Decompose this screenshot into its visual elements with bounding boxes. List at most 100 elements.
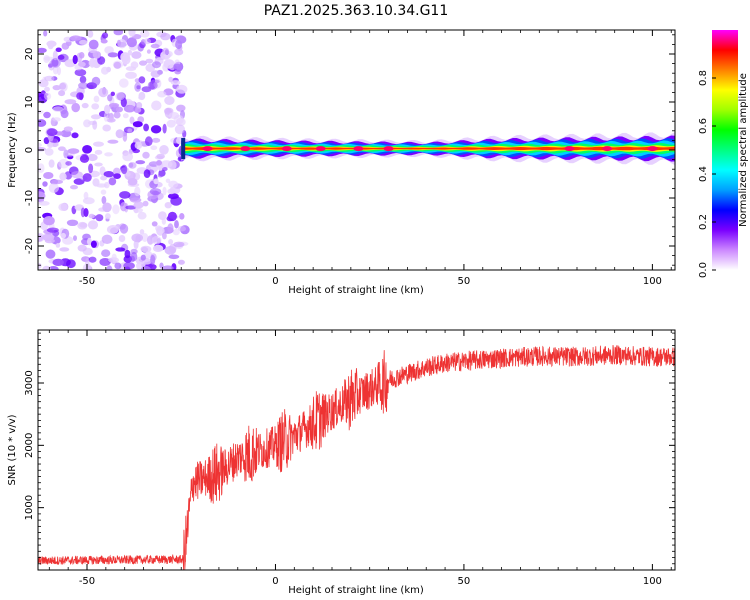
- noise-blob: [55, 47, 62, 53]
- noise-blob: [112, 204, 120, 215]
- noise-blob: [88, 213, 95, 219]
- noise-blob: [174, 48, 184, 56]
- noise-blob: [92, 51, 102, 59]
- noise-blob: [127, 105, 134, 110]
- noise-blob: [101, 196, 107, 205]
- noise-blob: [98, 87, 109, 98]
- noise-blob: [156, 160, 162, 166]
- snr-panel: -50 0 50 100 1000 2000 3000 Height of straight…: [7, 329, 676, 596]
- noise-blob: [168, 76, 174, 83]
- noise-blob: [166, 119, 176, 128]
- noise-blob: [38, 142, 42, 148]
- noise-blob: [102, 202, 112, 213]
- colorbar-tick-label: 0.8: [698, 70, 709, 86]
- noise-blob: [67, 148, 80, 154]
- noise-blob: [113, 61, 122, 69]
- noise-blob: [152, 61, 161, 69]
- noise-blob: [48, 159, 55, 168]
- noise-blob: [113, 30, 124, 36]
- noise-blob: [105, 213, 111, 220]
- noise-blob: [91, 76, 101, 86]
- band-hotspot: [202, 146, 213, 152]
- noise-blob: [122, 132, 128, 142]
- noise-blob: [162, 123, 167, 134]
- noise-blob: [92, 178, 100, 187]
- noise-blob: [115, 92, 125, 101]
- noise-blob: [134, 141, 143, 149]
- noise-blob: [58, 90, 66, 97]
- noise-blob: [44, 86, 50, 92]
- noise-blob: [122, 152, 134, 162]
- x-tick-label: 50: [458, 276, 471, 287]
- band-hotspot: [240, 146, 251, 152]
- noise-blob: [150, 79, 160, 84]
- noise-blob: [160, 32, 171, 41]
- noise-blob: [125, 71, 137, 79]
- noise-blob: [150, 70, 161, 78]
- noise-blob: [119, 223, 129, 234]
- noise-blob: [159, 145, 169, 155]
- noise-blob: [151, 235, 162, 245]
- noise-blob: [58, 203, 68, 212]
- noise-blob: [72, 54, 78, 65]
- noise-blob: [92, 120, 98, 130]
- noise-blob: [50, 57, 61, 68]
- x-tick-label: -50: [79, 276, 95, 287]
- noise-blob: [139, 229, 145, 235]
- noise-blob: [111, 253, 117, 262]
- noise-blob: [131, 51, 142, 59]
- noise-blob: [162, 167, 168, 172]
- noise-blob: [59, 172, 67, 181]
- noise-blob: [48, 266, 59, 270]
- noise-blob: [137, 116, 145, 123]
- band-hotspot: [383, 146, 394, 152]
- noise-blob: [141, 233, 149, 242]
- noise-blob: [143, 123, 150, 132]
- noise-blob: [143, 38, 152, 45]
- noise-blob: [52, 85, 61, 91]
- noise-blob: [91, 103, 100, 110]
- noise-blob: [132, 121, 143, 128]
- colorbar-ticks: 0.0 0.2 0.4 0.6 0.8: [698, 70, 716, 278]
- noise-blob: [176, 84, 188, 94]
- colorbar-tick-label: 0.6: [698, 118, 709, 134]
- noise-blob: [140, 30, 150, 38]
- noise-blob: [138, 91, 146, 101]
- noise-blob: [140, 254, 146, 261]
- noise-blob: [59, 247, 70, 252]
- noise-blob: [52, 258, 64, 266]
- noise-blob: [43, 172, 54, 179]
- noise-blob: [82, 173, 92, 182]
- noise-blob: [128, 162, 137, 169]
- noise-blob: [175, 117, 186, 127]
- noise-blob: [87, 237, 92, 246]
- spectrogram-noise: [38, 30, 190, 270]
- noise-blob: [106, 118, 116, 123]
- colorbar-gradient: [712, 30, 738, 270]
- band-hotspot: [647, 146, 658, 152]
- noise-blob: [59, 82, 67, 90]
- noise-blob: [115, 106, 123, 113]
- noise-blob: [43, 92, 52, 100]
- noise-blob: [79, 75, 87, 84]
- band-hotspot: [602, 146, 613, 152]
- noise-blob: [178, 225, 186, 232]
- noise-blob: [170, 80, 181, 86]
- noise-blob: [115, 247, 126, 252]
- colorbar: 0.0 0.2 0.4 0.6 0.8 Normalized spectral ampl…: [698, 30, 749, 278]
- noise-blob: [110, 91, 116, 97]
- noise-blob: [88, 163, 94, 174]
- noise-blob: [70, 185, 78, 190]
- noise-blob: [81, 102, 89, 109]
- noise-blob: [168, 180, 179, 189]
- noise-blob: [168, 254, 180, 260]
- noise-blob: [107, 139, 119, 144]
- noise-blob: [101, 32, 109, 39]
- noise-blob: [121, 54, 131, 65]
- noise-blob: [46, 227, 59, 233]
- noise-blob: [150, 43, 160, 49]
- noise-blob: [103, 112, 109, 122]
- noise-blob: [139, 60, 147, 66]
- noise-blob: [100, 175, 107, 181]
- noise-blob: [104, 46, 114, 55]
